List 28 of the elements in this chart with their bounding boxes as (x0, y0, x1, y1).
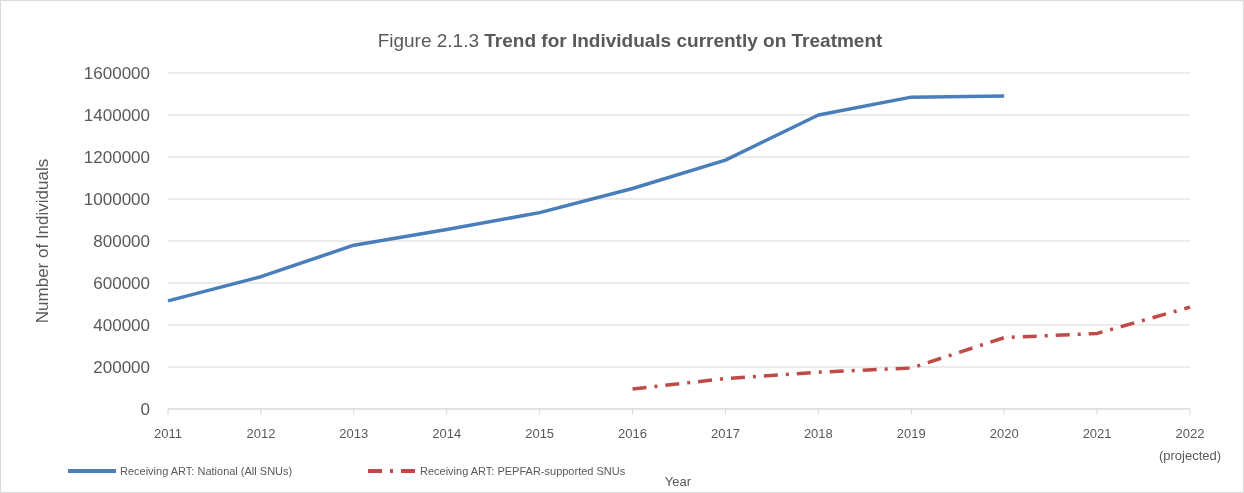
x-tick-label: 2020 (989, 426, 1019, 441)
x-tick-label: 2016 (618, 426, 648, 441)
y-tick-label: 200000 (93, 358, 150, 377)
legend-label: Receiving ART: National (All SNUs) (120, 465, 293, 477)
x-tick-label: 2022 (projected) (1158, 426, 1222, 463)
chart-title: Figure 2.1.3 Trend for Individuals currently on Treatment (377, 30, 884, 51)
x-tick-label: 2011 (154, 426, 182, 441)
x-tick-label: 2013 (339, 426, 369, 441)
y-tick-label: 400000 (93, 316, 150, 335)
y-tick-label: 1000000 (83, 190, 150, 209)
x-tick-label: 2014 (432, 426, 462, 441)
y-tick-label: 600000 (93, 274, 150, 293)
x-tick-label: 2017 (710, 426, 740, 441)
y-tick-label: 1400000 (83, 106, 150, 125)
x-tick-label: 2015 (525, 426, 555, 441)
y-axis-title: Number of Individuals (33, 158, 52, 324)
y-tick-label: 1600000 (83, 64, 150, 83)
legend-label: Receiving ART: PEPFAR-supported SNUs (420, 465, 626, 477)
x-axis-title: Year (664, 474, 692, 489)
x-tick-label: 2019 (896, 426, 926, 441)
line-series (166, 94, 1006, 303)
line-series (630, 305, 1192, 391)
y-tick-label: 0 (140, 400, 150, 419)
x-tick-label: 2021 (1082, 426, 1112, 441)
y-tick-label: 800000 (93, 232, 150, 251)
y-tick-label: 1200000 (83, 148, 150, 167)
x-tick-label: 2012 (246, 426, 276, 441)
x-tick-label: 2018 (803, 426, 833, 441)
